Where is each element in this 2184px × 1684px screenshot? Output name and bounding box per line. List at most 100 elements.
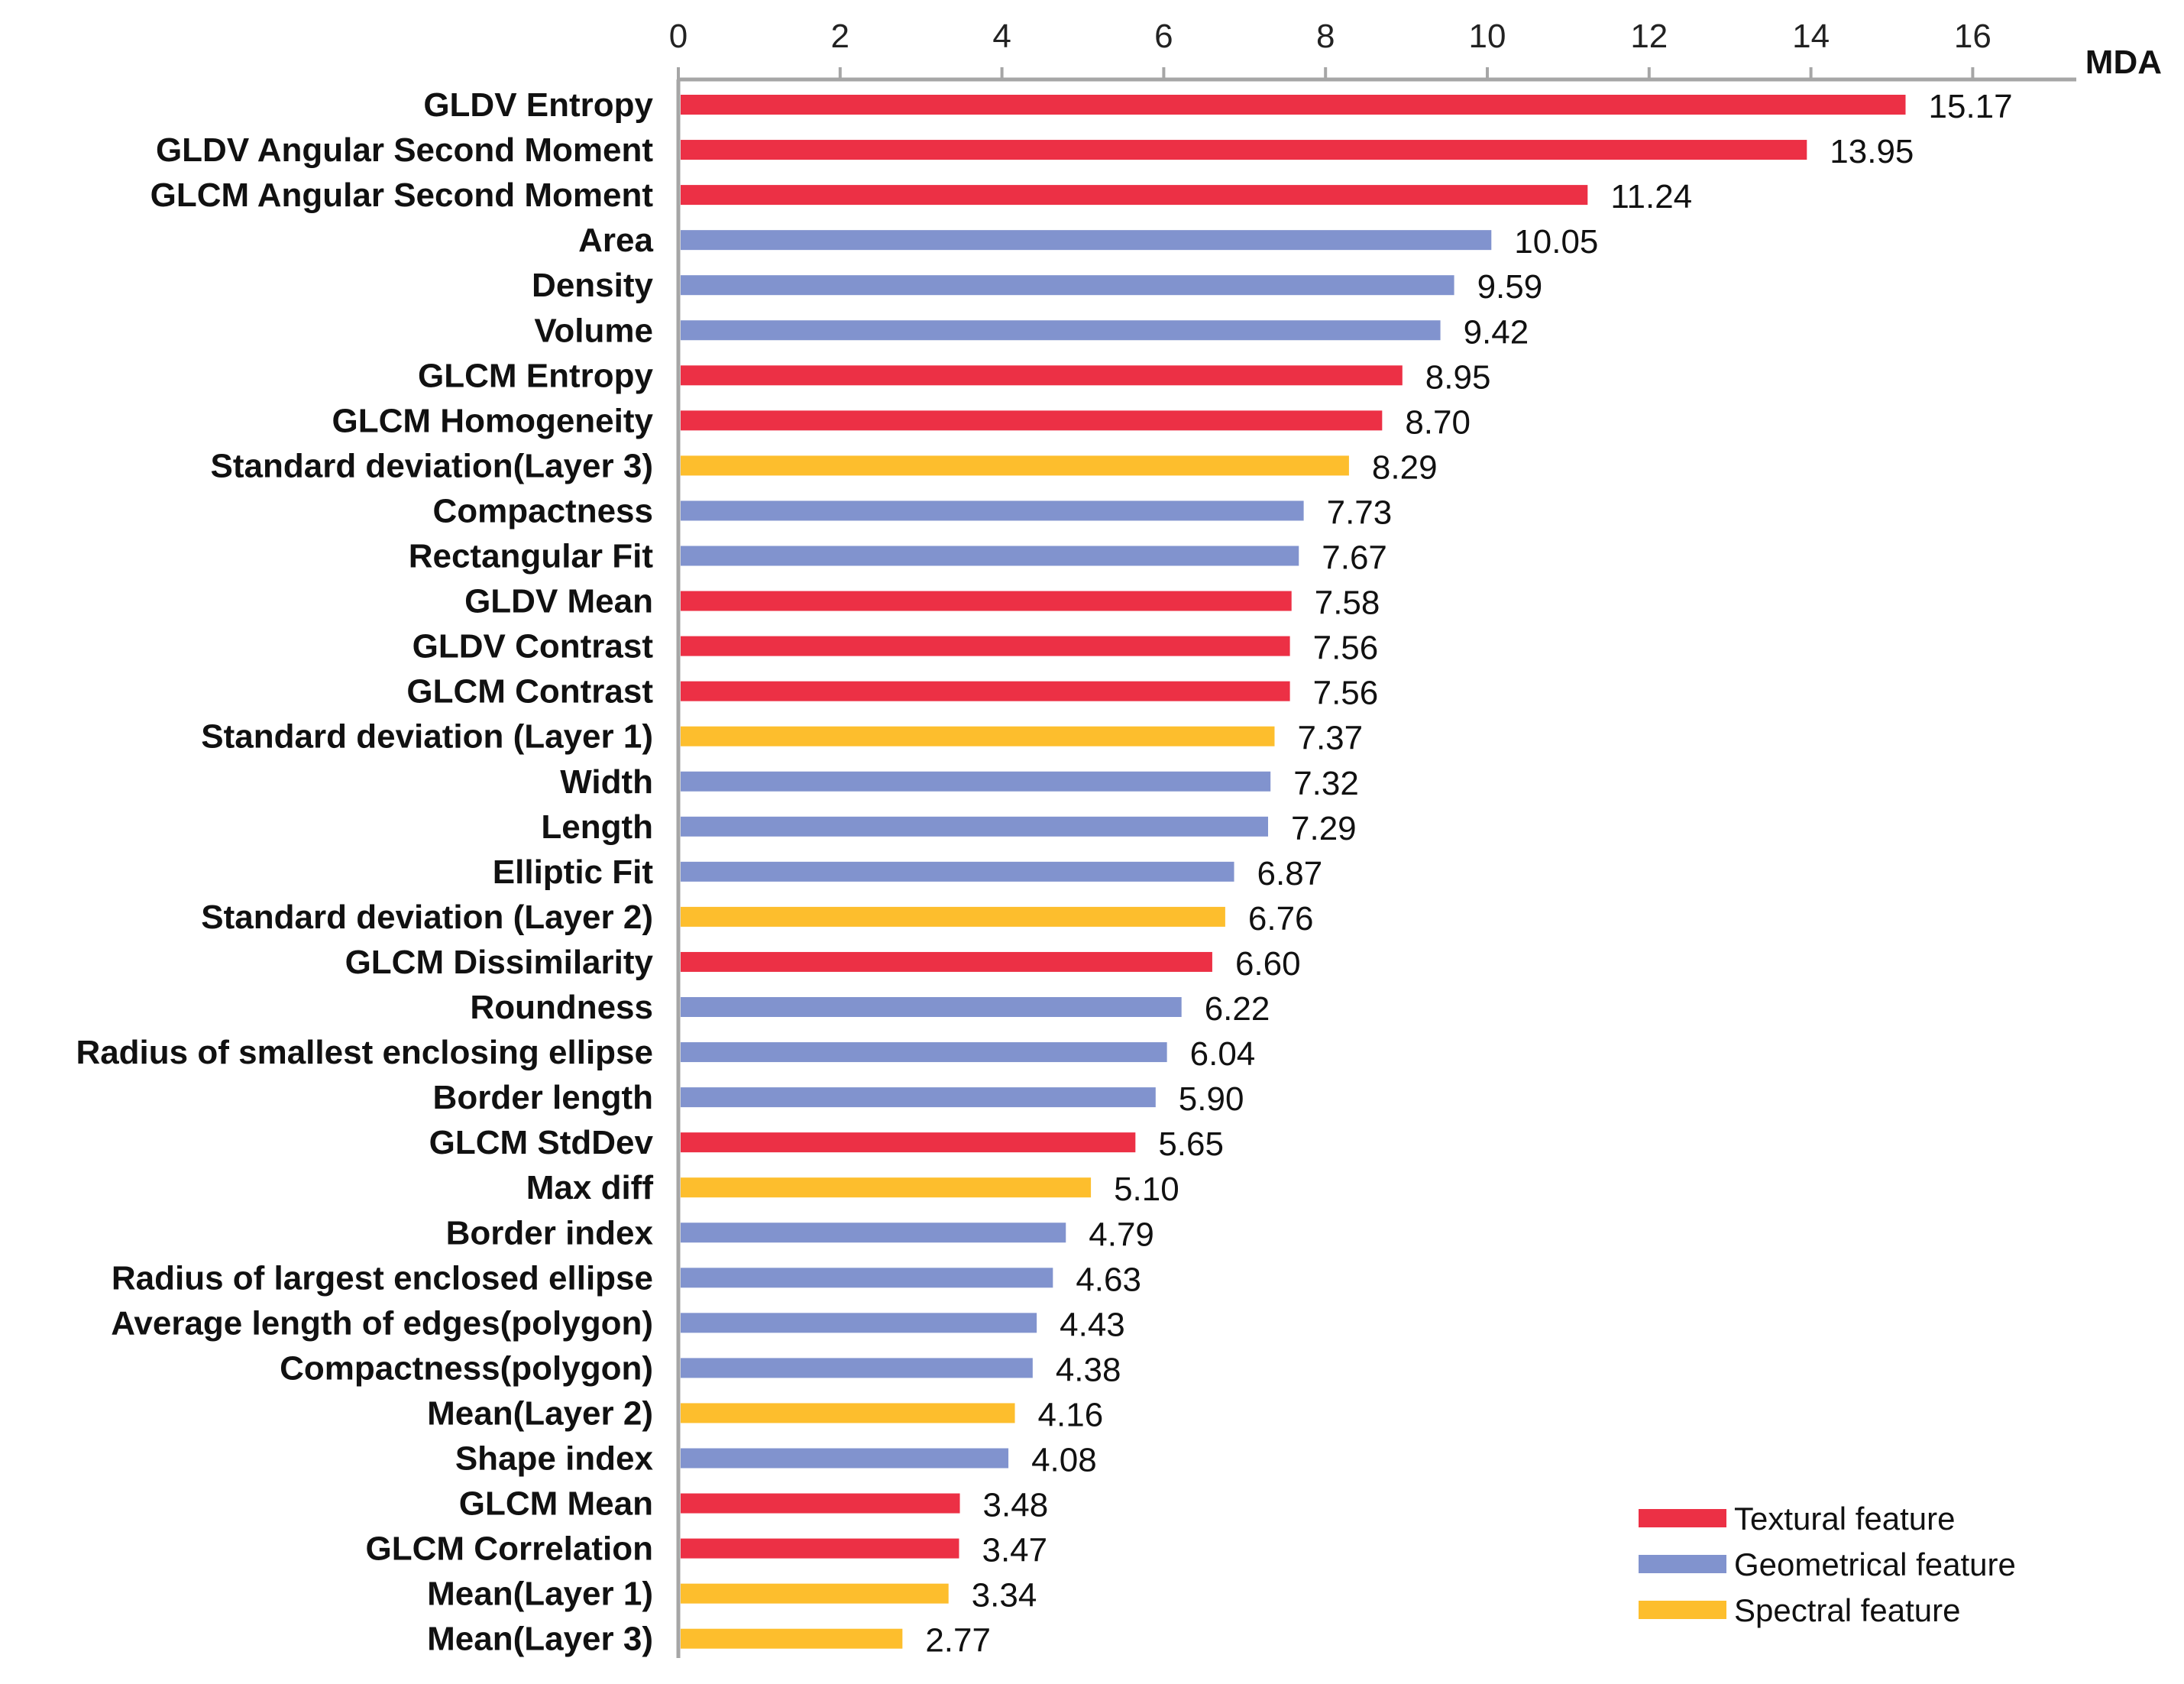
bar-glcm-correlation	[681, 1538, 959, 1559]
category-label-radius-of-smallest-enclosing-ellipse: Radius of smallest enclosing ellipse	[76, 1034, 653, 1071]
bar-gldv-contrast	[681, 636, 1290, 656]
bar-glcm-entropy	[681, 365, 1403, 386]
bar-border-length	[681, 1087, 1156, 1108]
category-label-roundness: Roundness	[470, 989, 653, 1026]
value-label-volume: 9.42	[1464, 313, 1529, 351]
bar-compactness	[681, 500, 1304, 521]
value-label-gldv-mean: 7.58	[1315, 585, 1380, 622]
bar-compactness-polygon	[681, 1358, 1033, 1378]
value-label-gldv-angular-second-moment: 13.95	[1830, 133, 1914, 170]
value-label-standard-deviation-layer-2: 6.76	[1248, 900, 1314, 938]
bar-glcm-dissimilarity	[681, 951, 1212, 972]
bar-max-diff	[681, 1177, 1092, 1198]
x-tick-label-16: 16	[1954, 18, 1991, 55]
bar-width	[681, 771, 1271, 792]
value-label-glcm-angular-second-moment: 11.24	[1610, 178, 1692, 215]
value-label-glcm-dissimilarity: 6.60	[1235, 945, 1301, 983]
category-label-glcm-stddev: GLCM StdDev	[429, 1124, 654, 1161]
bar-standard-deviation-layer-1	[681, 726, 1275, 746]
bar-shape-index	[681, 1448, 1009, 1469]
category-label-radius-of-largest-enclosed-ellipse: Radius of largest enclosed ellipse	[112, 1259, 653, 1297]
category-label-width: Width	[560, 763, 653, 801]
value-label-density: 9.59	[1477, 268, 1543, 306]
category-label-gldv-mean: GLDV Mean	[464, 583, 653, 620]
bar-border-index	[681, 1223, 1066, 1243]
bar-radius-of-smallest-enclosing-ellipse	[681, 1042, 1167, 1063]
bar-length	[681, 816, 1269, 837]
x-tick-label-6: 6	[1154, 18, 1173, 55]
x-tick-label-10: 10	[1469, 18, 1506, 55]
value-label-elliptic-fit: 6.87	[1257, 855, 1323, 892]
bar-mean-layer-2	[681, 1403, 1015, 1423]
bar-glcm-stddev	[681, 1132, 1136, 1153]
legend-label-textural-feature: Textural feature	[1734, 1501, 1956, 1537]
category-label-glcm-homogeneity: GLCM Homogeneity	[332, 402, 654, 439]
value-label-standard-deviation-layer-3: 8.29	[1372, 449, 1438, 486]
bar-area	[681, 230, 1492, 251]
axes-group: 0 2 4 6 8 10 12 14 16 MDA	[669, 18, 2162, 1658]
legend-swatch-geometrical-feature	[1639, 1555, 1726, 1573]
category-label-gldv-angular-second-moment: GLDV Angular Second Moment	[156, 131, 653, 169]
value-label-mean-layer-3: 2.77	[925, 1622, 991, 1660]
category-label-glcm-contrast: GLCM Contrast	[406, 673, 653, 711]
legend-label-spectral-feature: Spectral feature	[1734, 1592, 1961, 1628]
bar-glcm-angular-second-moment	[681, 185, 1588, 206]
value-label-radius-of-largest-enclosed-ellipse: 4.63	[1076, 1261, 1141, 1298]
value-label-radius-of-smallest-enclosing-ellipse: 6.04	[1190, 1035, 1256, 1073]
value-label-compactness: 7.73	[1327, 494, 1393, 531]
category-label-glcm-entropy: GLCM Entropy	[418, 357, 654, 394]
category-label-gldv-contrast: GLDV Contrast	[413, 628, 654, 666]
bar-glcm-mean	[681, 1493, 960, 1514]
value-label-shape-index: 4.08	[1031, 1442, 1097, 1479]
category-label-gldv-entropy: GLDV Entropy	[423, 86, 653, 124]
value-label-length: 7.29	[1291, 810, 1357, 847]
bar-standard-deviation-layer-2	[681, 906, 1225, 927]
bar-average-length-of-edges-polygon	[681, 1313, 1037, 1333]
value-label-glcm-contrast: 7.56	[1313, 675, 1379, 712]
legend-swatch-textural-feature	[1639, 1509, 1726, 1527]
category-label-area: Area	[578, 222, 653, 259]
category-label-density: Density	[532, 267, 653, 304]
category-label-mean-layer-2: Mean(Layer 2)	[427, 1394, 653, 1432]
category-label-compactness: Compactness	[432, 492, 653, 529]
x-tick-label-2: 2	[831, 18, 849, 55]
value-label-glcm-entropy: 8.95	[1425, 358, 1491, 396]
category-label-compactness-polygon: Compactness(polygon)	[280, 1349, 653, 1387]
x-tick-label-4: 4	[992, 18, 1011, 55]
bar-glcm-homogeneity	[681, 410, 1383, 431]
category-label-shape-index: Shape index	[455, 1440, 654, 1478]
value-label-max-diff: 5.10	[1114, 1171, 1179, 1208]
value-label-standard-deviation-layer-1: 7.37	[1297, 720, 1363, 757]
value-label-area: 10.05	[1514, 223, 1598, 261]
value-label-glcm-stddev: 5.65	[1158, 1125, 1224, 1163]
category-label-volume: Volume	[534, 312, 653, 349]
x-axis-title: MDA	[2085, 44, 2162, 81]
bars-group: GLDV Entropy 15.17 GLDV Angular Second Mom…	[76, 86, 2012, 1660]
bar-gldv-mean	[681, 591, 1292, 611]
x-tick-label-8: 8	[1316, 18, 1335, 55]
legend-swatch-spectral-feature	[1639, 1601, 1726, 1619]
category-label-glcm-angular-second-moment: GLCM Angular Second Moment	[150, 176, 654, 214]
bar-roundness	[681, 997, 1182, 1017]
bar-radius-of-largest-enclosed-ellipse	[681, 1268, 1053, 1288]
category-label-border-length: Border length	[433, 1079, 653, 1116]
category-label-rectangular-fit: Rectangular Fit	[409, 538, 654, 575]
value-label-mean-layer-2: 4.16	[1038, 1396, 1104, 1433]
value-label-glcm-correlation: 3.47	[982, 1532, 1047, 1569]
legend-group: Textural feature Geometrical feature Spect…	[1639, 1501, 2016, 1628]
bar-rectangular-fit	[681, 546, 1299, 566]
bar-gldv-entropy	[681, 95, 1906, 115]
value-label-glcm-mean: 3.48	[983, 1487, 1049, 1524]
category-label-mean-layer-1: Mean(Layer 1)	[427, 1576, 653, 1613]
category-label-border-index: Border index	[446, 1214, 654, 1252]
value-label-glcm-homogeneity: 8.70	[1405, 403, 1471, 441]
bar-mean-layer-3	[681, 1628, 903, 1649]
bar-elliptic-fit	[681, 861, 1234, 882]
bar-glcm-contrast	[681, 681, 1290, 701]
value-label-width: 7.32	[1293, 765, 1359, 802]
category-label-average-length-of-edges-polygon: Average length of edges(polygon)	[111, 1304, 653, 1342]
bar-gldv-angular-second-moment	[681, 140, 1807, 160]
value-label-rectangular-fit: 7.67	[1322, 539, 1387, 577]
value-label-mean-layer-1: 3.34	[972, 1577, 1037, 1614]
